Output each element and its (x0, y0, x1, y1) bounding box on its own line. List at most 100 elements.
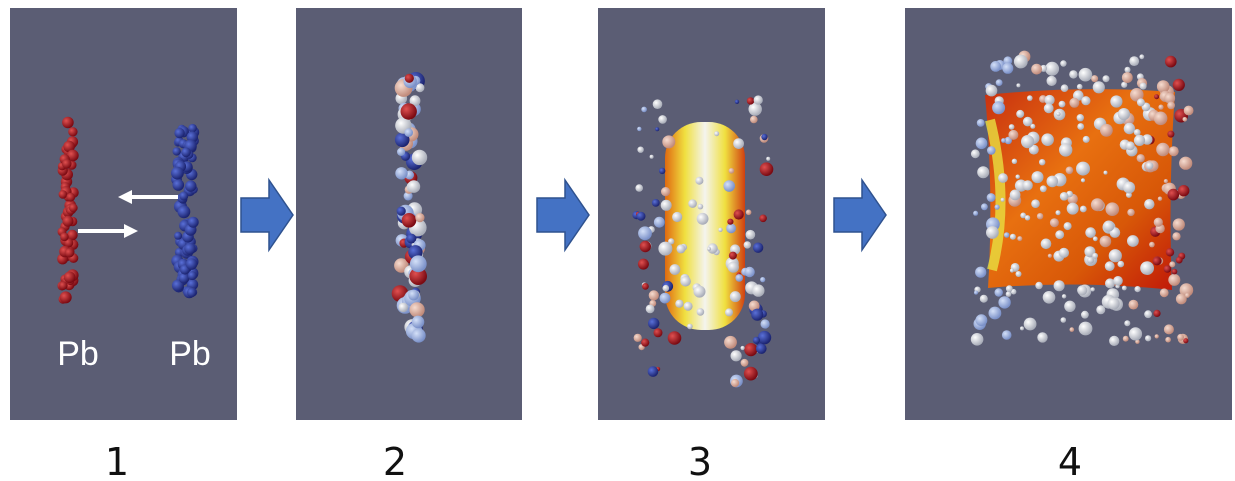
particle (658, 115, 667, 124)
particle (637, 126, 642, 132)
arrow-head (124, 224, 138, 238)
particle (667, 331, 682, 345)
particle (649, 154, 654, 159)
particle (1133, 129, 1141, 136)
particle (759, 214, 767, 223)
particle (1156, 80, 1170, 93)
particle (1117, 260, 1125, 268)
particle (1023, 317, 1037, 331)
particle (744, 343, 758, 357)
particle (1178, 185, 1190, 197)
particle (760, 277, 766, 283)
particle (1036, 213, 1044, 220)
particle (67, 229, 78, 241)
particle (1060, 84, 1069, 92)
particle (1031, 199, 1040, 208)
particle (641, 106, 647, 113)
particle (740, 358, 749, 367)
particle (185, 258, 198, 270)
particle (759, 162, 774, 176)
particle (62, 215, 74, 227)
particle (1077, 123, 1085, 130)
panel-caption: 3 (688, 440, 712, 481)
particle (187, 271, 197, 281)
particle (1077, 285, 1088, 296)
particle (728, 251, 737, 260)
particle (62, 159, 72, 169)
particle (740, 345, 745, 351)
particle (409, 267, 428, 286)
particle (1020, 212, 1027, 219)
particle (1167, 130, 1175, 138)
particle (985, 84, 998, 97)
particle (1055, 210, 1061, 216)
particle (62, 116, 74, 129)
particle (415, 83, 425, 93)
particle (1059, 192, 1069, 201)
particle (1139, 82, 1147, 90)
particle (1167, 101, 1175, 110)
particle (733, 138, 744, 150)
particle (986, 193, 996, 202)
panel-caption: 4 (1058, 440, 1082, 481)
particle (1154, 94, 1160, 100)
arrow-head (118, 190, 132, 204)
particle (1127, 208, 1135, 217)
particle (1081, 96, 1091, 106)
particle (748, 102, 762, 116)
particle (668, 238, 675, 245)
particle (1103, 170, 1108, 175)
particle (394, 132, 410, 148)
particle (697, 203, 704, 210)
particle (1020, 326, 1024, 331)
particle (995, 79, 1003, 86)
particle (1011, 158, 1018, 164)
particle (1121, 72, 1133, 83)
particle (395, 167, 408, 180)
panel-caption: 1 (105, 440, 129, 481)
particle (994, 288, 1003, 297)
particle (757, 330, 772, 345)
particle (642, 283, 649, 290)
particle (409, 255, 427, 273)
particle (1172, 232, 1181, 241)
particle (1140, 261, 1154, 275)
particle (1046, 175, 1059, 188)
particle (748, 300, 760, 312)
particle (1056, 111, 1061, 117)
particle (1045, 61, 1060, 76)
particle (398, 302, 409, 313)
particle (1105, 202, 1120, 216)
particle (688, 199, 697, 208)
particle (638, 226, 652, 241)
particle (992, 101, 1006, 115)
particle (188, 123, 197, 133)
particle (726, 223, 736, 234)
particle (1182, 117, 1188, 122)
particle (1158, 104, 1164, 110)
particle (1079, 205, 1087, 213)
particle (974, 290, 978, 295)
particle (1128, 299, 1139, 310)
particle (1145, 335, 1152, 342)
particle (1028, 144, 1039, 155)
particle (1153, 111, 1168, 126)
particle (187, 287, 197, 298)
particle (633, 333, 642, 342)
particle (637, 146, 644, 153)
particle (743, 366, 758, 381)
particle (1108, 249, 1122, 263)
particle (64, 238, 74, 248)
particle (171, 279, 184, 292)
particle (1003, 232, 1010, 238)
particle (59, 291, 72, 304)
particle (653, 216, 665, 228)
particle (655, 127, 660, 132)
particle (745, 209, 752, 216)
particle (1128, 327, 1143, 341)
particle (1144, 199, 1155, 210)
nucleus-label: Pb (57, 335, 99, 373)
particle (1039, 185, 1047, 193)
particle (734, 99, 740, 105)
